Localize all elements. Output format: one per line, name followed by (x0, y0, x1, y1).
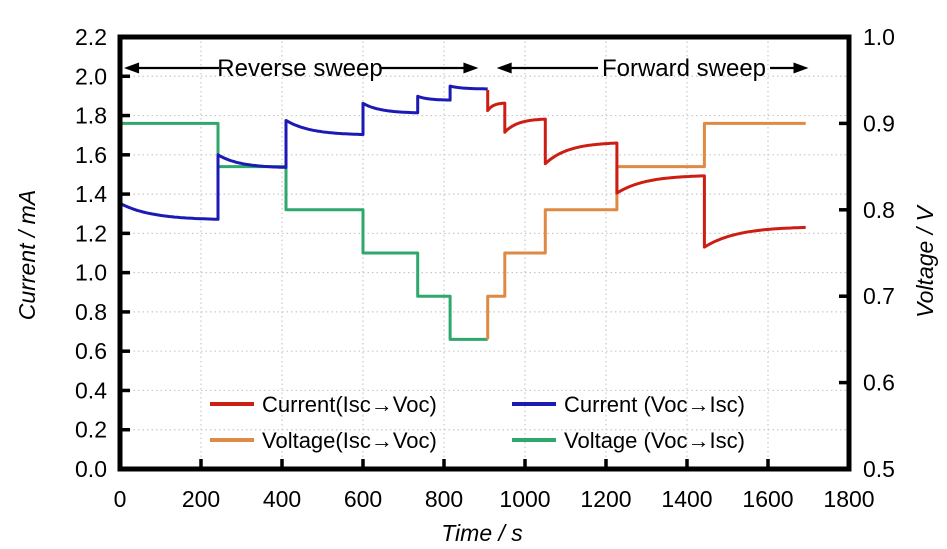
annotation-forward-sweep: Forward sweep (602, 55, 766, 82)
y-right-tick-label-1.0: 1.0 (863, 24, 895, 50)
series-line-voltage-isc-voc (486, 121, 806, 340)
y-right-tick-label-0.5: 0.5 (863, 456, 895, 482)
arrowhead-left (124, 62, 140, 74)
x-tick-label-1000: 1000 (499, 486, 550, 512)
arrowhead-right (793, 62, 809, 74)
y-right-tick-label-0.8: 0.8 (863, 197, 895, 223)
y-left-tick-label-2.0: 2.0 (75, 63, 107, 89)
x-tick-label-600: 600 (344, 486, 382, 512)
arrowhead-left (496, 62, 512, 74)
x-tick-label-1400: 1400 (661, 486, 712, 512)
x-tick-label-200: 200 (182, 486, 220, 512)
x-tick-label-0: 0 (114, 486, 127, 512)
y-left-tick-label-1.4: 1.4 (75, 181, 107, 207)
y-left-tick-label-0.0: 0.0 (75, 456, 107, 482)
annotation-arrow-reverse (124, 62, 479, 74)
layer-frame (117, 34, 852, 472)
layer-ticks (118, 35, 851, 471)
layer-legend: Current(Isc→Voc) Current (Voc→Isc) Voltage… (210, 392, 745, 453)
x-axis-label: Time / s (441, 520, 523, 546)
y-right-tick-label-0.6: 0.6 (863, 370, 895, 396)
x-tick-label-1800: 1800 (823, 486, 874, 512)
layer-grid (120, 37, 849, 469)
y-left-tick-label-0.8: 0.8 (75, 299, 107, 325)
y-left-tick-label-1.6: 1.6 (75, 142, 107, 168)
plot-frame (117, 34, 852, 472)
arrowhead-right (463, 62, 479, 74)
series-line-current-isc-voc (486, 90, 806, 249)
chart-generated-content: 0 200 400 600 800 1000 1200 1400 1600 1800 0.0 0.2 0… (75, 24, 895, 512)
x-tick-label-800: 800 (425, 486, 463, 512)
y-right-tick-label-0.9: 0.9 (863, 110, 895, 136)
y-right-tick-label-0.7: 0.7 (863, 283, 895, 309)
y-left-tick-label-1.2: 1.2 (75, 220, 107, 246)
x-tick-label-1200: 1200 (580, 486, 631, 512)
layer-labels: 0 200 400 600 800 1000 1200 1400 1600 1800 0.0 0.2 0… (75, 24, 895, 512)
y-left-tick-label-1.8: 1.8 (75, 103, 107, 129)
series-line-voltage-voc-isc (120, 121, 488, 341)
y-axis-label-left: Current / mA (14, 190, 40, 320)
legend-label-current-voc-isc: Current (Voc→Isc) (564, 392, 745, 417)
layer-series (119, 84, 806, 341)
y-left-tick-label-1.0: 1.0 (75, 260, 107, 286)
y-left-tick-label-0.2: 0.2 (75, 417, 107, 443)
x-tick-label-1600: 1600 (742, 486, 793, 512)
legend-label-voltage-isc-voc: Voltage(Isc→Voc) (262, 428, 437, 453)
annotation-reverse-sweep: Reverse sweep (217, 55, 382, 82)
series-line-current-voc-isc (119, 84, 489, 221)
x-tick-label-400: 400 (263, 486, 301, 512)
layer-ann (124, 62, 809, 74)
legend-label-voltage-voc-isc: Voltage (Voc→Isc) (564, 428, 745, 453)
y-axis-label-right: Voltage / V (912, 204, 938, 318)
y-left-tick-label-0.4: 0.4 (75, 377, 107, 403)
y-left-tick-label-2.2: 2.2 (75, 24, 107, 50)
legend-label-current-isc-voc: Current(Isc→Voc) (262, 392, 437, 417)
annotation-arrow-forward (496, 62, 809, 74)
y-left-tick-label-0.6: 0.6 (75, 338, 107, 364)
